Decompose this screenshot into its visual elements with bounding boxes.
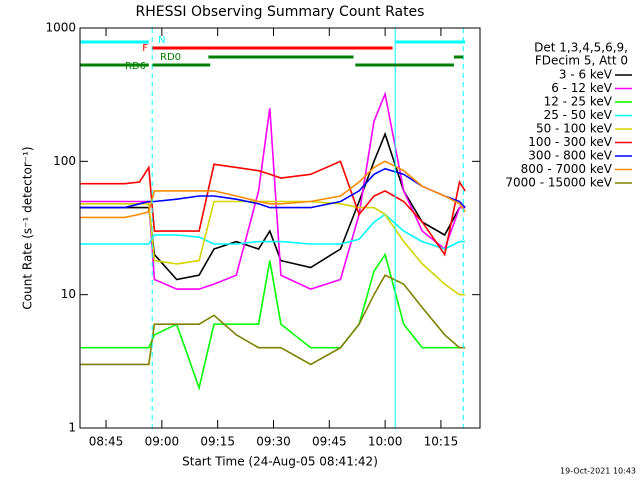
legend-label: 100 - 300 keV xyxy=(528,135,612,149)
series-line xyxy=(80,131,466,281)
x-tick-label: 09:45 xyxy=(312,435,347,449)
legend-label: 300 - 800 keV xyxy=(528,149,612,163)
series-line xyxy=(80,274,466,366)
y-axis-label: Count Rate (s⁻¹ detector⁻¹) xyxy=(21,146,35,309)
plot-frame xyxy=(79,27,481,429)
legend-label: 3 - 6 keV xyxy=(559,68,613,82)
flag-label: N xyxy=(158,35,165,46)
y-tick-label: 10 xyxy=(61,287,76,301)
x-axis-label: Start Time (24-Aug-05 08:41:42) xyxy=(182,455,378,469)
series-line xyxy=(80,167,466,209)
x-tick-label: 08:45 xyxy=(89,435,124,449)
y-tick-label: 1 xyxy=(68,421,76,435)
x-tick-label: 09:30 xyxy=(256,435,291,449)
legend-label: 25 - 50 keV xyxy=(544,108,613,122)
x-tick-label: 09:00 xyxy=(145,435,180,449)
legend-label: 12 - 25 keV xyxy=(544,95,613,109)
x-tick-label: 10:15 xyxy=(424,435,459,449)
y-tick-label: 1000 xyxy=(45,21,76,35)
legend-label: 800 - 7000 keV xyxy=(521,162,613,176)
x-tick-label: 10:00 xyxy=(368,435,403,449)
series-line xyxy=(80,213,466,250)
y-tick-label: 100 xyxy=(53,154,76,168)
footer: 19-Oct-2021 10:43 xyxy=(560,467,636,476)
series-line xyxy=(80,160,466,219)
flag-label: RD0 xyxy=(160,52,181,63)
legend-header: Det 1,3,4,5,6,9, xyxy=(534,41,628,55)
legend-header: FDecim 5, Att 0 xyxy=(535,54,628,68)
flag-label: RD6 xyxy=(125,61,146,72)
legend-label: 6 - 12 keV xyxy=(551,81,613,95)
x-tick-label: 09:15 xyxy=(200,435,235,449)
chart-title: RHESSI Observing Summary Count Rates xyxy=(136,4,425,20)
series-line xyxy=(80,252,466,391)
series-line xyxy=(80,160,466,257)
legend-label: 7000 - 15000 keV xyxy=(505,176,612,190)
series-line xyxy=(80,200,466,296)
flag-label: F xyxy=(142,43,148,54)
legend-label: 50 - 100 keV xyxy=(536,122,613,136)
